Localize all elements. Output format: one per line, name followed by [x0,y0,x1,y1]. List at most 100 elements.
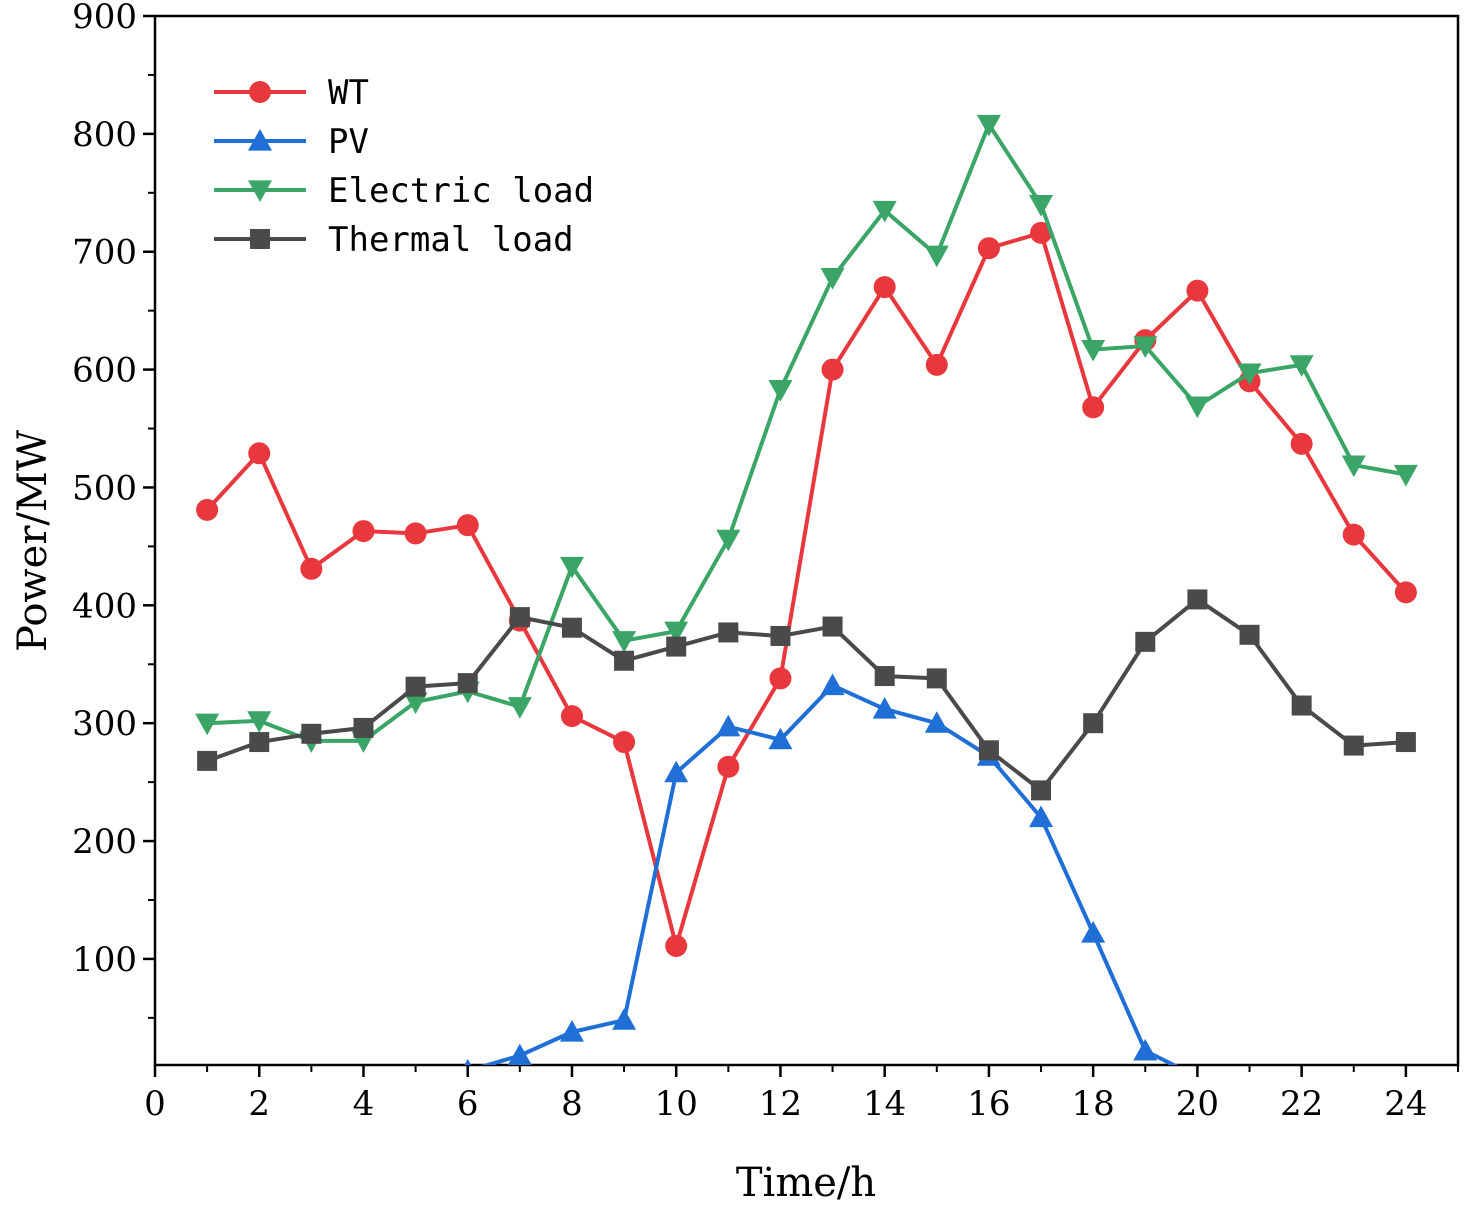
y-tick-label: 500 [72,468,137,508]
data-point-pv [259,1064,260,1065]
data-point-pv [924,711,949,733]
data-point-thermal-load [926,668,947,689]
data-point-wt [196,498,219,521]
data-point-wt [404,522,427,545]
x-tick-label: 20 [1176,1084,1219,1124]
data-point-thermal-load [718,622,739,643]
legend-item-thermal-load: Thermal load [214,220,574,260]
data-point-thermal-load [301,723,322,744]
data-point-pv [768,727,793,750]
data-point-thermal-load [666,636,687,657]
data-point-wt [821,358,844,381]
series-line-thermal-load [206,597,1407,793]
data-point-pv [415,1064,416,1065]
data-point-pv [1249,1064,1250,1065]
data-point-thermal-load [1187,589,1208,610]
data-point-electric-load [612,631,637,653]
x-tick-label: 18 [1072,1084,1115,1124]
x-tick-label: 12 [759,1084,802,1124]
data-point-thermal-load [1291,695,1312,716]
data-point-pv [1405,1064,1406,1065]
data-point-electric-load [403,692,428,714]
y-tick-label: 300 [72,704,137,744]
axes: 0 2 4 6 8 10 12 14 16 18 20 22 241002003004005006007… [72,0,1460,1124]
data-point-pv [207,1064,208,1065]
data-point-wt [665,934,688,957]
data-point-pv [507,1043,532,1065]
data-point-thermal-load [561,617,582,638]
x-tick-label: 24 [1384,1084,1427,1124]
legend-marker-thermal-load [250,229,270,249]
data-point-thermal-load [978,740,999,761]
data-point-thermal-load [509,607,530,628]
legend-item-wt: WT [214,73,369,113]
data-point-electric-load [1289,355,1314,377]
x-tick-label: 14 [863,1084,906,1124]
data-point-wt [300,557,323,580]
data-point-thermal-load [770,625,791,646]
data-point-pv [363,1064,364,1065]
plot-frame [153,14,1460,1067]
series-pv [207,673,1406,1065]
data-point-wt [1394,581,1417,604]
legend-marker-wt [249,81,271,103]
data-point-thermal-load [1135,631,1156,652]
data-point-electric-load [507,697,532,719]
data-point-electric-load [1341,455,1366,478]
data-point-pv [1029,805,1054,828]
data-point-wt [925,353,948,376]
data-point-pv [1353,1064,1354,1065]
data-point-pv [1301,1064,1302,1065]
y-tick-label: 400 [72,586,137,626]
x-tick-label: 6 [457,1084,479,1124]
data-point-wt [1186,279,1209,302]
series-layer [195,114,1418,1065]
y-axis-title: Power/MW [10,430,56,652]
data-point-pv [820,673,845,696]
legend-label-pv: PV [328,122,369,162]
data-point-wt [248,442,271,465]
data-point-electric-load [1237,363,1262,386]
legend-marker-electric-load [248,180,272,202]
data-point-wt [1082,396,1105,419]
data-point-pv [664,760,689,783]
data-point-electric-load [820,268,845,290]
data-point-thermal-load [614,650,635,671]
data-point-thermal-load [1395,732,1416,753]
data-point-wt [717,755,740,778]
y-tick-label: 800 [72,115,137,155]
x-tick-label: 16 [967,1084,1010,1124]
data-point-electric-load [924,245,949,268]
data-point-pv [311,1064,312,1065]
x-tick-label: 2 [248,1084,270,1124]
data-point-thermal-load [405,676,426,697]
data-point-wt [1290,432,1313,455]
x-tick-label: 22 [1280,1084,1323,1124]
data-point-pv [716,714,741,737]
data-point-pv [612,1008,637,1030]
y-tick-label: 600 [72,351,137,391]
data-point-electric-load [768,380,793,402]
y-tick-label: 200 [72,822,137,862]
data-point-electric-load [872,200,897,223]
legend: WT PV Electric load Thermal load [214,73,594,260]
data-point-pv [464,1058,472,1065]
data-point-electric-load [716,529,741,552]
data-point-wt [456,514,479,537]
data-point-electric-load [1081,339,1106,362]
data-point-thermal-load [822,616,843,637]
y-tick-label: 900 [72,0,137,37]
data-point-thermal-load [1031,780,1052,801]
x-tick-label: 0 [144,1084,166,1124]
data-point-thermal-load [249,732,270,753]
data-point-electric-load [195,713,220,736]
data-point-electric-load [559,556,584,579]
data-point-thermal-load [457,673,478,694]
x-tick-label: 8 [561,1084,583,1124]
data-point-thermal-load [197,750,218,771]
series-line-pv [480,683,1179,1065]
x-axis-title: Time/h [736,1160,876,1206]
data-point-pv [1081,920,1106,943]
data-point-electric-load [976,114,1001,137]
